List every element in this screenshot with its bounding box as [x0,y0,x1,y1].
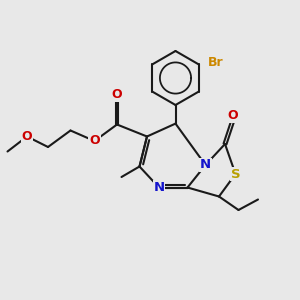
Text: O: O [112,88,122,101]
Text: N: N [200,158,211,172]
Text: Br: Br [208,56,223,70]
Text: N: N [153,181,165,194]
Text: S: S [231,167,240,181]
Text: O: O [22,130,32,143]
Text: O: O [227,109,238,122]
Text: O: O [89,134,100,148]
